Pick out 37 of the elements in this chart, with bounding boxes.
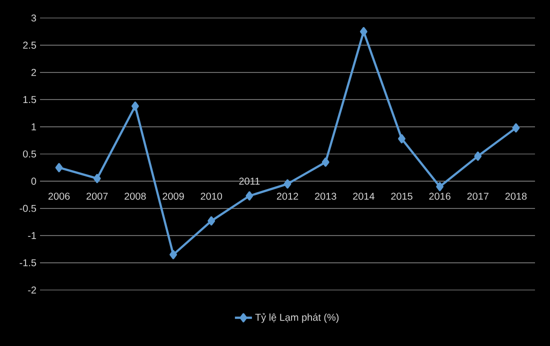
point bbox=[322, 158, 330, 167]
x-tick-label: 2008 bbox=[124, 192, 146, 200]
point bbox=[360, 27, 368, 36]
y-tick-label: 3 bbox=[31, 14, 36, 22]
y-tick-label: 2.5 bbox=[23, 42, 36, 49]
point bbox=[436, 182, 444, 192]
y-tick-label: 1 bbox=[32, 123, 36, 130]
y-tick-label: 0.5 bbox=[23, 150, 36, 158]
x-tick-label: 2017 bbox=[467, 192, 488, 200]
x-tick-label: 2007 bbox=[86, 192, 108, 200]
y-tick-label: -1.5 bbox=[20, 259, 36, 266]
y-tick-label: -1 bbox=[28, 232, 36, 240]
x-tick-label: 2009 bbox=[162, 192, 184, 200]
y-tick-label: 0 bbox=[31, 178, 36, 185]
legend-label: Tỷ lệ Lạm phát (%) bbox=[255, 313, 339, 323]
x-tick-label: 2006 bbox=[48, 192, 70, 200]
x-tick-label: 2012 bbox=[276, 192, 298, 200]
y-tick-label: 1.5 bbox=[23, 96, 36, 104]
point bbox=[512, 123, 520, 132]
x-tick-label: 2015 bbox=[391, 192, 412, 200]
x-tick-label: 2018 bbox=[505, 192, 527, 200]
x-tick-label: 2016 bbox=[429, 192, 450, 200]
x-tick-label: 2013 bbox=[315, 192, 336, 200]
point bbox=[55, 163, 63, 172]
y-tick-label: 2 bbox=[31, 68, 36, 76]
point bbox=[246, 191, 254, 200]
x-tick-label: 2014 bbox=[353, 192, 374, 200]
point bbox=[398, 134, 406, 144]
x-tick-label: 2010 bbox=[200, 192, 222, 200]
y-tick-label: -0.5 bbox=[20, 204, 36, 212]
point bbox=[284, 179, 292, 188]
point bbox=[474, 152, 482, 161]
point bbox=[170, 250, 177, 260]
point bbox=[208, 216, 216, 226]
point bbox=[131, 102, 139, 111]
point bbox=[93, 174, 101, 184]
y-tick-label: -2 bbox=[28, 286, 36, 294]
